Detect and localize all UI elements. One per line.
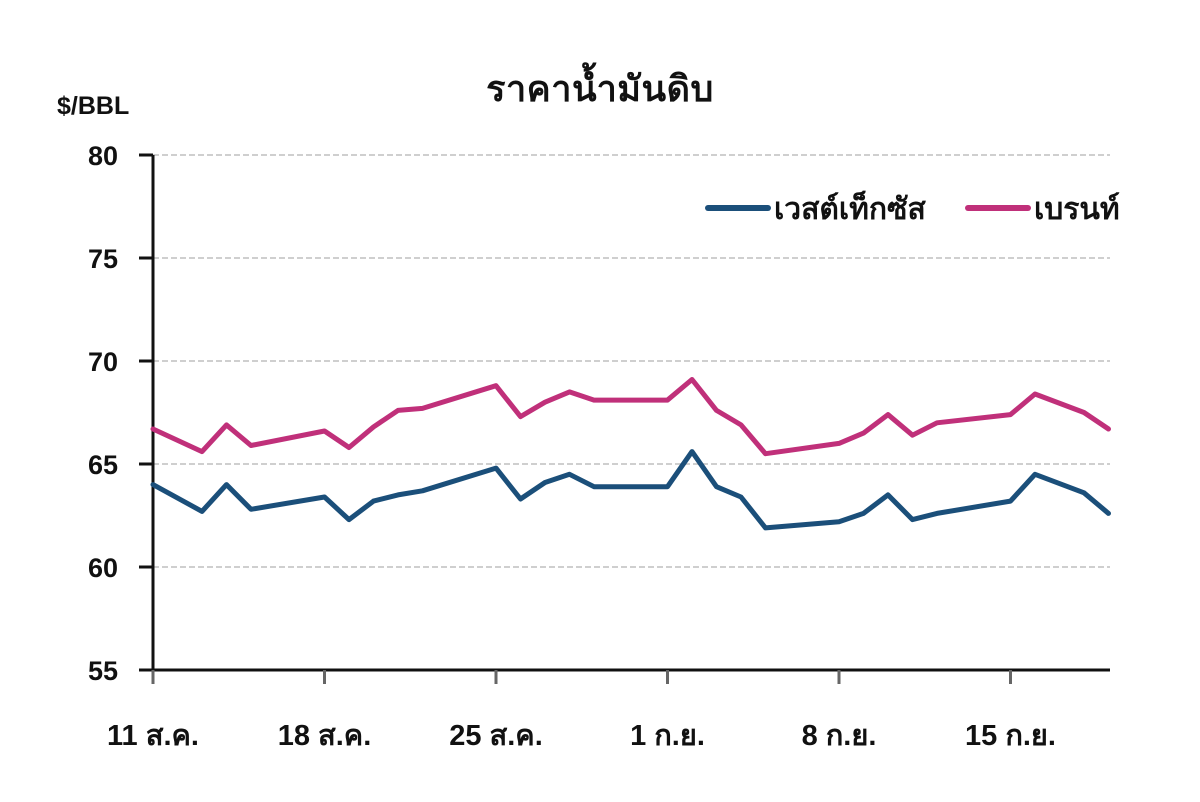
gridlines xyxy=(153,154,1110,568)
x-tick-label: 18 ส.ค. xyxy=(278,720,372,752)
series-line xyxy=(150,377,1111,457)
y-tick-label: 75 xyxy=(88,244,118,274)
series-lines xyxy=(150,377,1111,531)
x-tick-label: 25 ส.ค. xyxy=(449,720,543,752)
y-tick-label: 55 xyxy=(88,656,118,686)
x-tick-label: 15 ก.ย. xyxy=(965,720,1056,752)
x-tick-label: 11 ส.ค. xyxy=(107,720,199,752)
x-tick-label: 8 ก.ย. xyxy=(802,720,877,752)
y-tick-label: 70 xyxy=(88,347,118,377)
y-tick-label: 60 xyxy=(88,553,118,583)
legend-label: เบรนท์ xyxy=(1034,192,1120,226)
y-axis: 55 60 65 70 75 80 xyxy=(88,141,155,686)
y-axis-unit-label: $/BBL xyxy=(57,92,130,120)
x-tick-label: 1 ก.ย. xyxy=(630,720,705,752)
x-axis: 11 ส.ค. 18 ส.ค. 25 ส.ค. 1 ก.ย. 8 ก.ย. 15 ก.ย. xyxy=(107,668,1110,752)
legend-label: เวสต์เท็กซัส xyxy=(774,190,926,226)
legend: เวสต์เท็กซัส เบรนท์ xyxy=(705,190,1120,226)
series-line xyxy=(150,449,1111,531)
chart-title: ราคาน้ำมันดิบ xyxy=(486,68,714,109)
y-tick-label: 65 xyxy=(88,450,118,480)
y-tick-label: 80 xyxy=(88,141,118,171)
